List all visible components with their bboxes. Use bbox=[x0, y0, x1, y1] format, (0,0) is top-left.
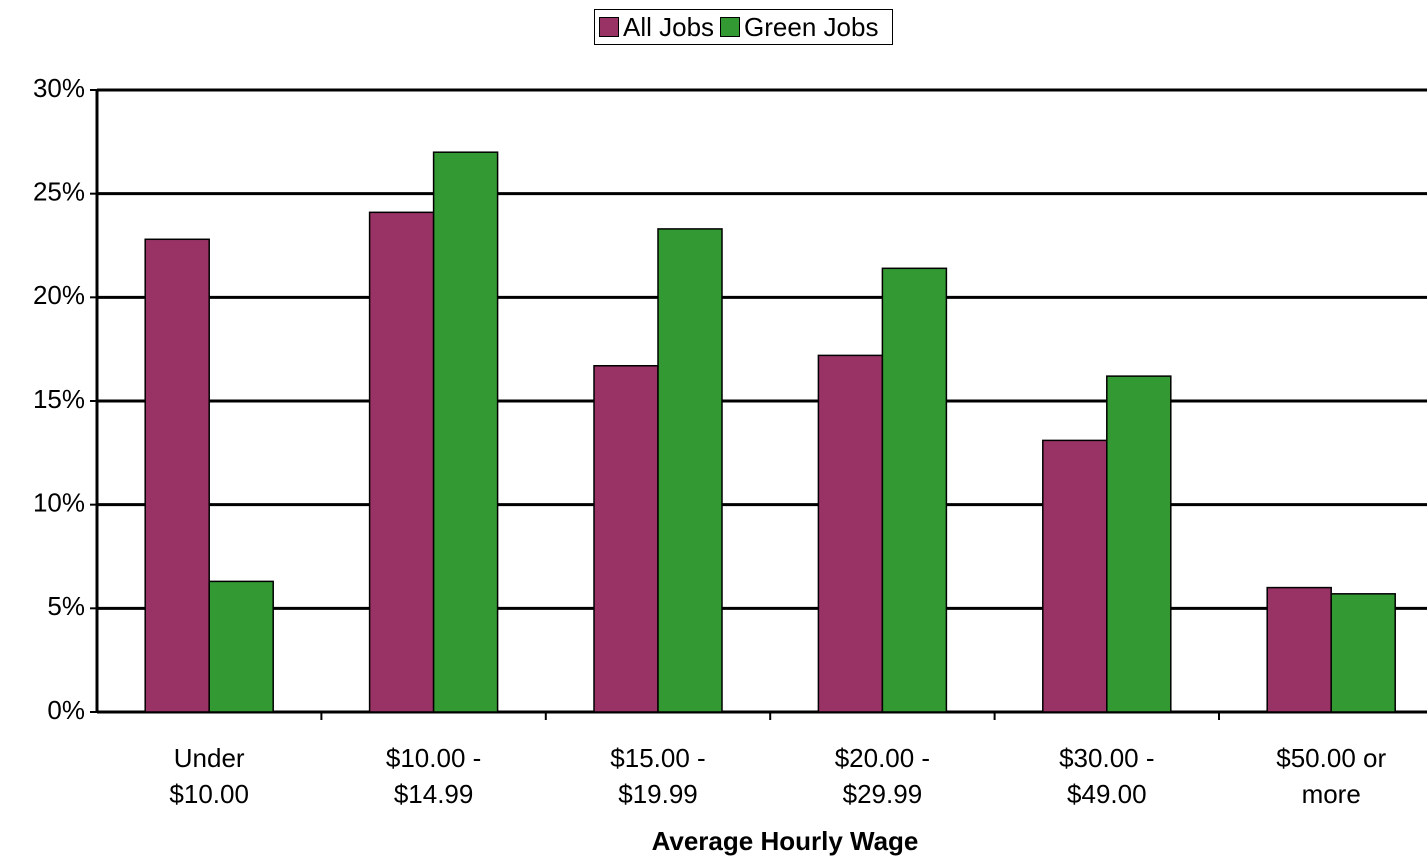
legend-item: Green Jobs bbox=[720, 12, 878, 43]
y-tick-label: 0% bbox=[47, 695, 85, 725]
legend-item: All Jobs bbox=[599, 12, 714, 43]
legend-swatch bbox=[599, 17, 619, 37]
bar bbox=[368, 211, 435, 713]
bar bbox=[593, 365, 659, 713]
bar bbox=[144, 238, 210, 713]
bar bbox=[432, 151, 499, 713]
legend-label: Green Jobs bbox=[744, 11, 879, 42]
y-tick-label: 30% bbox=[33, 73, 85, 103]
bar bbox=[817, 354, 884, 713]
bar bbox=[1330, 593, 1396, 713]
x-tick-label: $15.00 - $19.99 bbox=[610, 743, 706, 809]
bar bbox=[1106, 375, 1172, 713]
bar bbox=[1266, 586, 1332, 713]
legend-label: All Jobs bbox=[623, 11, 715, 42]
bar bbox=[657, 228, 723, 713]
legend: All Jobs Green Jobs bbox=[594, 9, 894, 45]
x-tick-label: $20.00 - $29.99 bbox=[834, 743, 931, 809]
bar bbox=[1042, 439, 1108, 713]
x-tick-label: $10.00 - $14.99 bbox=[385, 743, 482, 809]
legend-swatch bbox=[720, 17, 741, 37]
y-tick-label: 10% bbox=[33, 488, 85, 518]
x-axis-title: Average Hourly Wage bbox=[651, 826, 919, 856]
y-tick-label: 25% bbox=[33, 177, 85, 207]
y-tick-label: 15% bbox=[33, 384, 85, 414]
y-tick-label: 5% bbox=[47, 591, 85, 621]
y-tick-label: 20% bbox=[33, 280, 85, 310]
bar bbox=[208, 580, 274, 713]
bar bbox=[881, 267, 948, 713]
x-tick-label: $30.00 - $49.00 bbox=[1059, 743, 1155, 809]
x-tick-label: $50.00 or more bbox=[1276, 743, 1387, 809]
x-tick-label: Under $10.00 bbox=[169, 743, 249, 809]
